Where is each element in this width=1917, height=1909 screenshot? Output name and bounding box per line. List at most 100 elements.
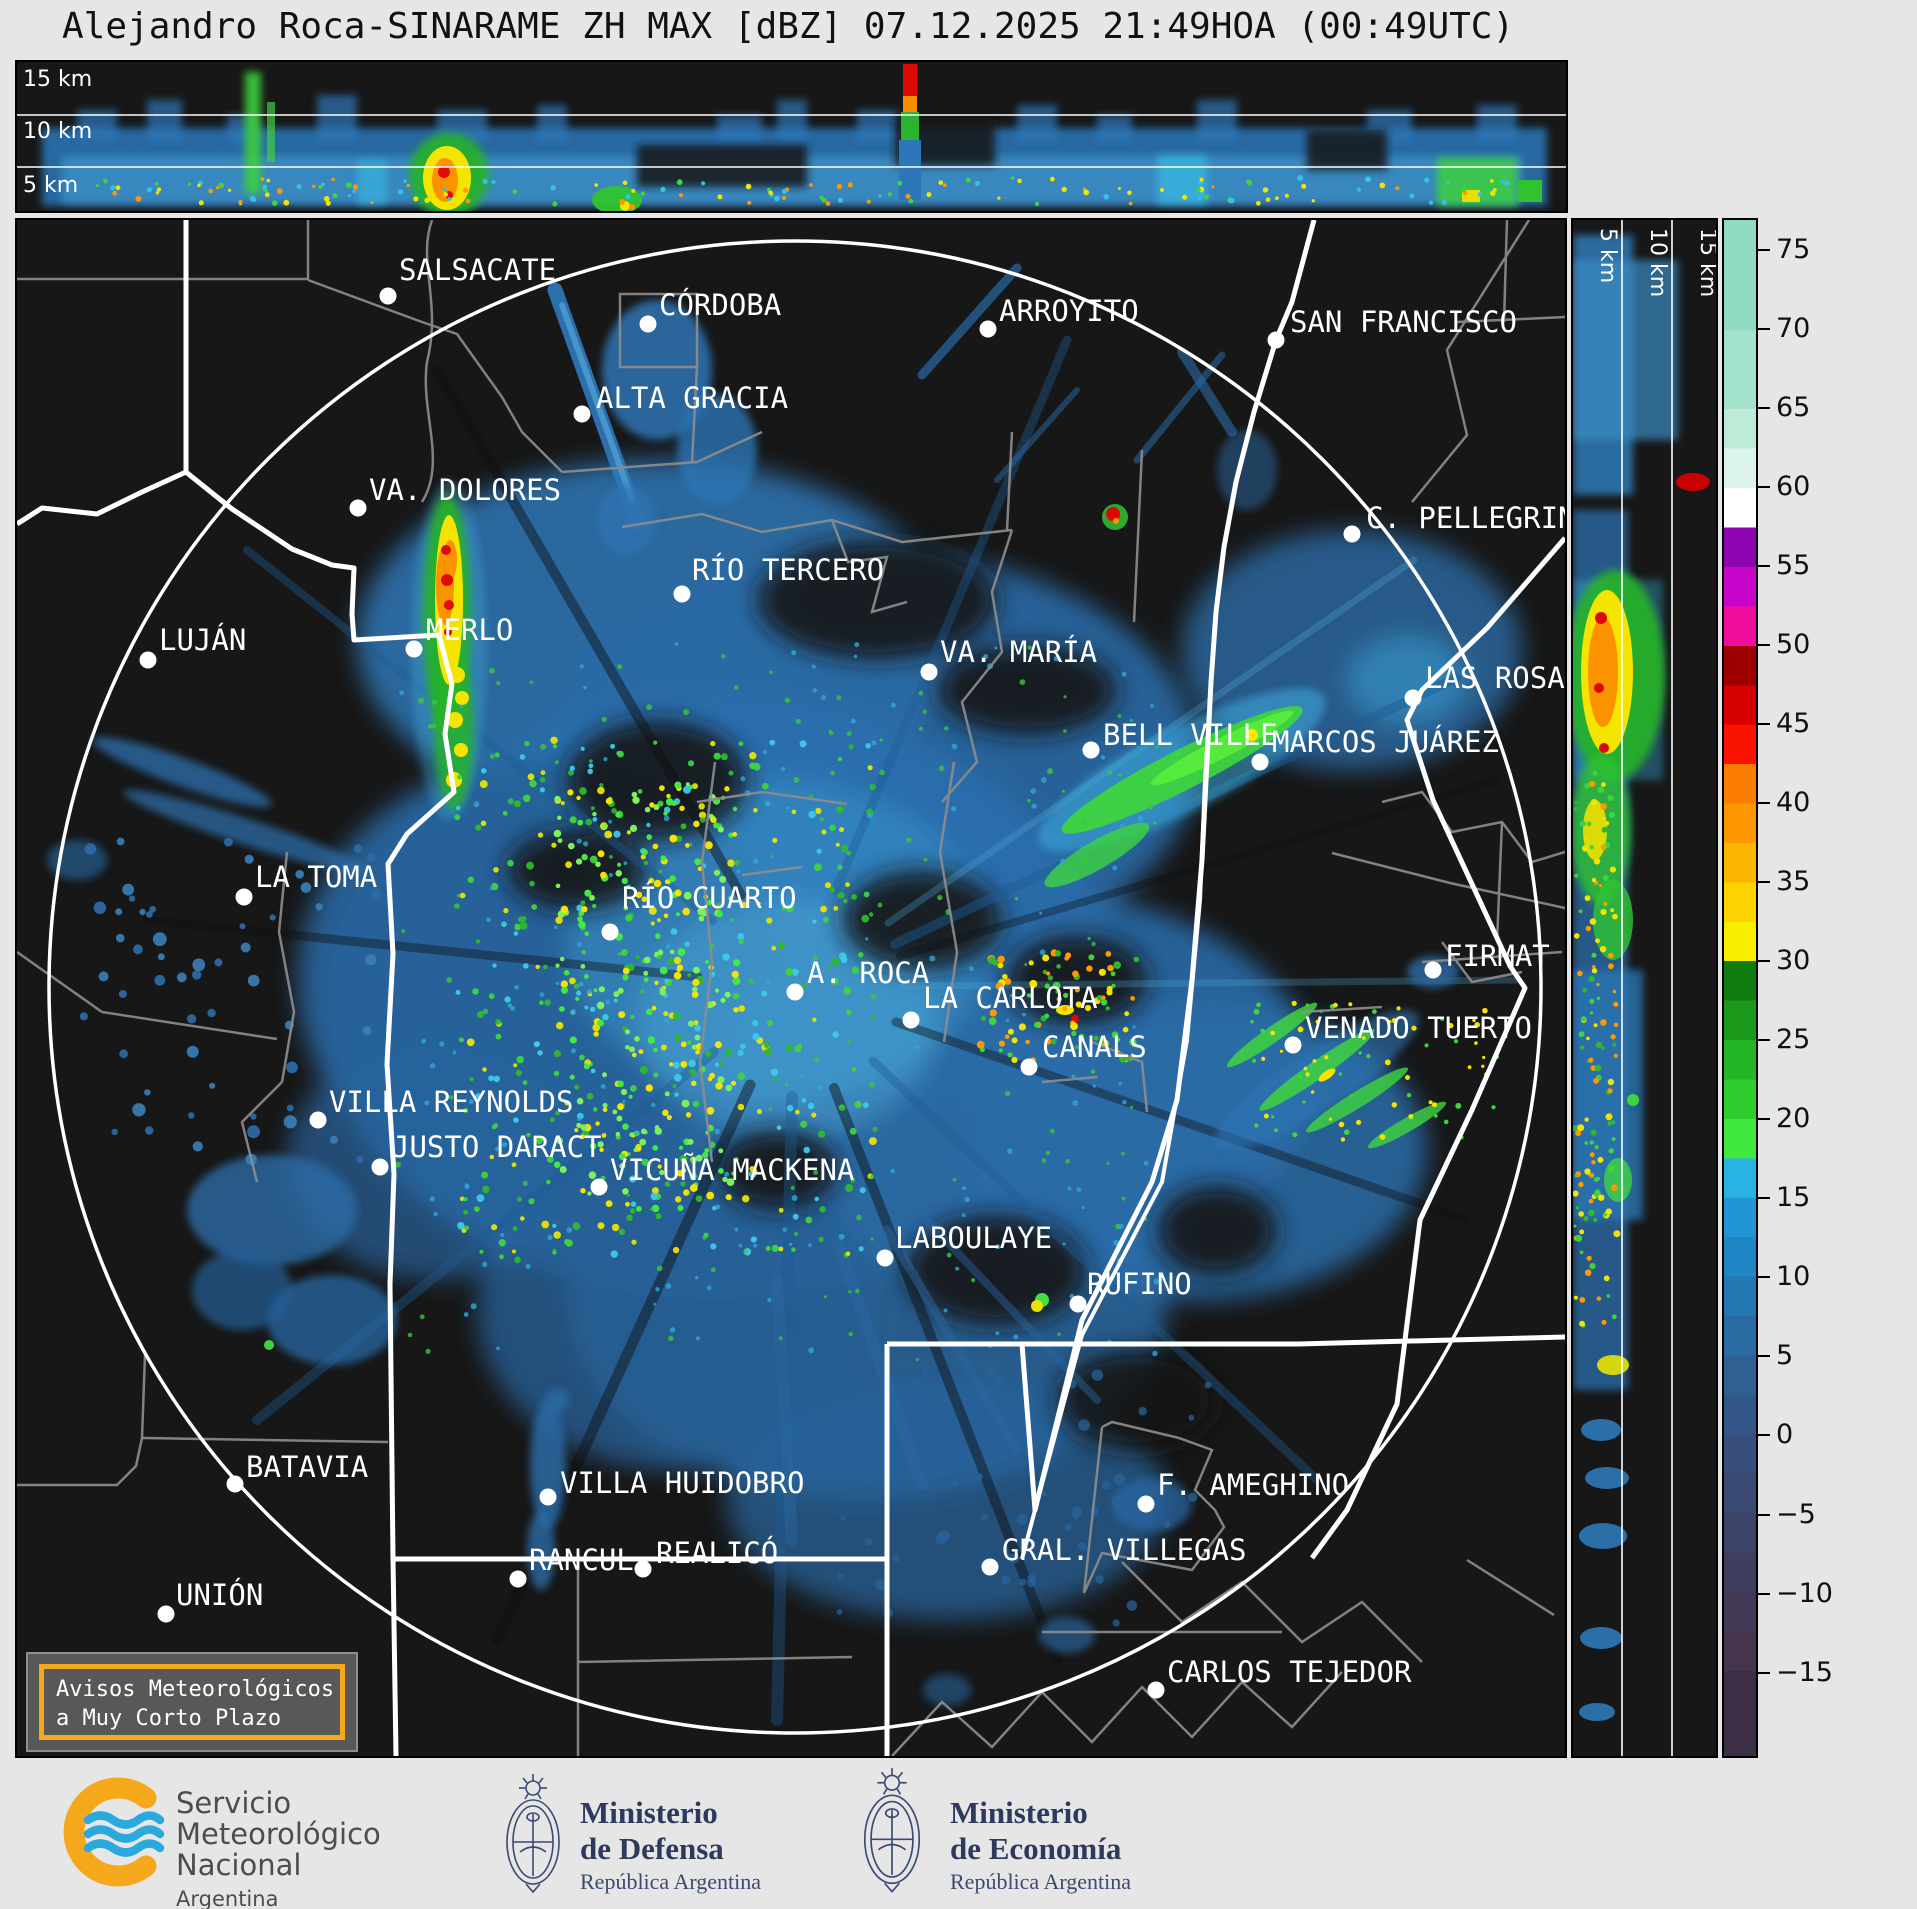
echo-speckle: [816, 848, 822, 854]
echo-speckle: [1578, 1031, 1585, 1038]
echo-speckle: [726, 1178, 735, 1186]
echo-speckle: [516, 1196, 522, 1202]
echo-speckle: [1050, 176, 1055, 182]
echo-speckle: [713, 822, 720, 829]
echo-speckle: [457, 1222, 465, 1230]
echo-speckle: [1253, 1008, 1260, 1015]
echo-speckle: [592, 811, 597, 817]
echo-speckle: [593, 988, 598, 993]
echo-speckle: [1592, 965, 1596, 969]
echo-speckle: [742, 1195, 750, 1203]
echo-speckle: [785, 1044, 793, 1052]
echo-speckle: [719, 1062, 724, 1067]
echo-speckle: [848, 1332, 853, 1337]
echo-speckle: [732, 831, 738, 837]
echo-speckle: [955, 1266, 960, 1271]
echo-speckle: [733, 1007, 739, 1013]
echo-speckle: [839, 827, 844, 833]
echo-speckle: [1603, 902, 1608, 906]
colorbar-tick-label: 25: [1776, 1024, 1811, 1056]
echo-speckle: [602, 1102, 608, 1108]
echo-speckle: [1001, 1575, 1011, 1585]
echo-speckle: [365, 954, 377, 966]
echo-speckle: [724, 786, 730, 792]
echo-speckle: [1574, 1174, 1579, 1178]
echo-speckle: [1605, 1208, 1612, 1215]
echo-speckle: [837, 756, 843, 762]
city-dot: [539, 1488, 557, 1506]
echo-speckle: [772, 837, 778, 844]
echo-speckle: [868, 912, 874, 917]
echo-speckle: [803, 1146, 810, 1154]
echo-speckle: [653, 1302, 657, 1306]
echo-speckle: [870, 1237, 874, 1241]
echo-speckle: [607, 833, 613, 838]
colorbar-tick: [1758, 327, 1770, 330]
city-label: UNIÓN: [176, 1578, 263, 1612]
echo-speckle: [627, 1193, 630, 1197]
echo-speckle: [811, 664, 816, 669]
echo-streaks: [547, 263, 1237, 1546]
echo-speckle: [454, 814, 461, 821]
echo-speckle: [938, 765, 945, 771]
echo-speckle: [693, 1020, 699, 1026]
echo-speckle: [679, 805, 685, 811]
echo-speckle: [1372, 1009, 1377, 1014]
echo-speckle: [872, 1126, 878, 1132]
echo-speckle: [829, 731, 834, 736]
colorbar-tick: [1758, 1434, 1770, 1437]
echo-speckle: [570, 1048, 577, 1054]
main-radar-map: SALSACATE CÓRDOBA ARROYITO SAN FRANCISCO ALT…: [15, 218, 1567, 1758]
city-dot: [1020, 1058, 1038, 1076]
echo-speckle: [590, 1006, 596, 1012]
echo-speckle: [531, 904, 538, 910]
echo-speckle: [671, 800, 677, 807]
echo-speckle: [1004, 1090, 1011, 1097]
echo-speckle: [1110, 971, 1116, 977]
echo-speckle: [1025, 1039, 1030, 1045]
echo-speckle: [993, 1376, 1004, 1386]
echo-speckle: [513, 1117, 519, 1123]
dbz-colorbar: [1722, 218, 1758, 1758]
echo-speckle: [616, 1115, 623, 1122]
echo-speckle: [1358, 1051, 1362, 1055]
echo-speckle: [865, 937, 869, 941]
echo-speckle: [1603, 1275, 1610, 1282]
echo-speckle: [473, 801, 480, 808]
colorbar-tick: [1758, 564, 1770, 567]
echo-speckle: [724, 991, 731, 998]
echo-speckle: [610, 1250, 618, 1258]
echo-speckle: [315, 903, 323, 911]
city-dot: [509, 1570, 527, 1588]
echo-speckle: [801, 1098, 807, 1103]
echo-speckle: [944, 726, 949, 731]
echo-speckle: [1033, 1022, 1040, 1028]
city-dot: [1147, 1681, 1165, 1699]
echo-speckle: [568, 769, 574, 776]
echo-speckle: [152, 932, 167, 947]
echo-speckle: [1613, 1230, 1621, 1238]
echo-speckle: [586, 1092, 594, 1100]
echo-speckle: [1490, 179, 1494, 183]
echo-speckle: [615, 1131, 621, 1137]
echo-speckle: [738, 939, 744, 945]
echo-speckle: [649, 1207, 653, 1211]
echo-speckle: [799, 740, 807, 748]
echo-speckle: [192, 1141, 203, 1152]
echo-speckle: [554, 795, 561, 803]
echo-speckle: [1310, 1090, 1315, 1094]
echo-speckle: [689, 1172, 697, 1181]
echo-speckle: [745, 183, 752, 190]
echo-speckle: [1138, 1406, 1147, 1416]
echo-speckle: [1588, 1209, 1595, 1217]
alert-box[interactable]: Avisos Meteorológicos a Muy Corto Plazo: [26, 1652, 358, 1752]
echo-speckle: [510, 1005, 516, 1011]
echo-speckle: [1004, 1034, 1010, 1039]
echo-speckle: [589, 894, 595, 901]
ne-red-cell: [1102, 504, 1128, 530]
echo-speckle: [836, 805, 844, 814]
echo-speckle: [1228, 197, 1235, 204]
echo-speckle: [611, 1223, 620, 1232]
echo-speckle: [1594, 1189, 1601, 1195]
echo-speckle: [764, 1048, 772, 1056]
